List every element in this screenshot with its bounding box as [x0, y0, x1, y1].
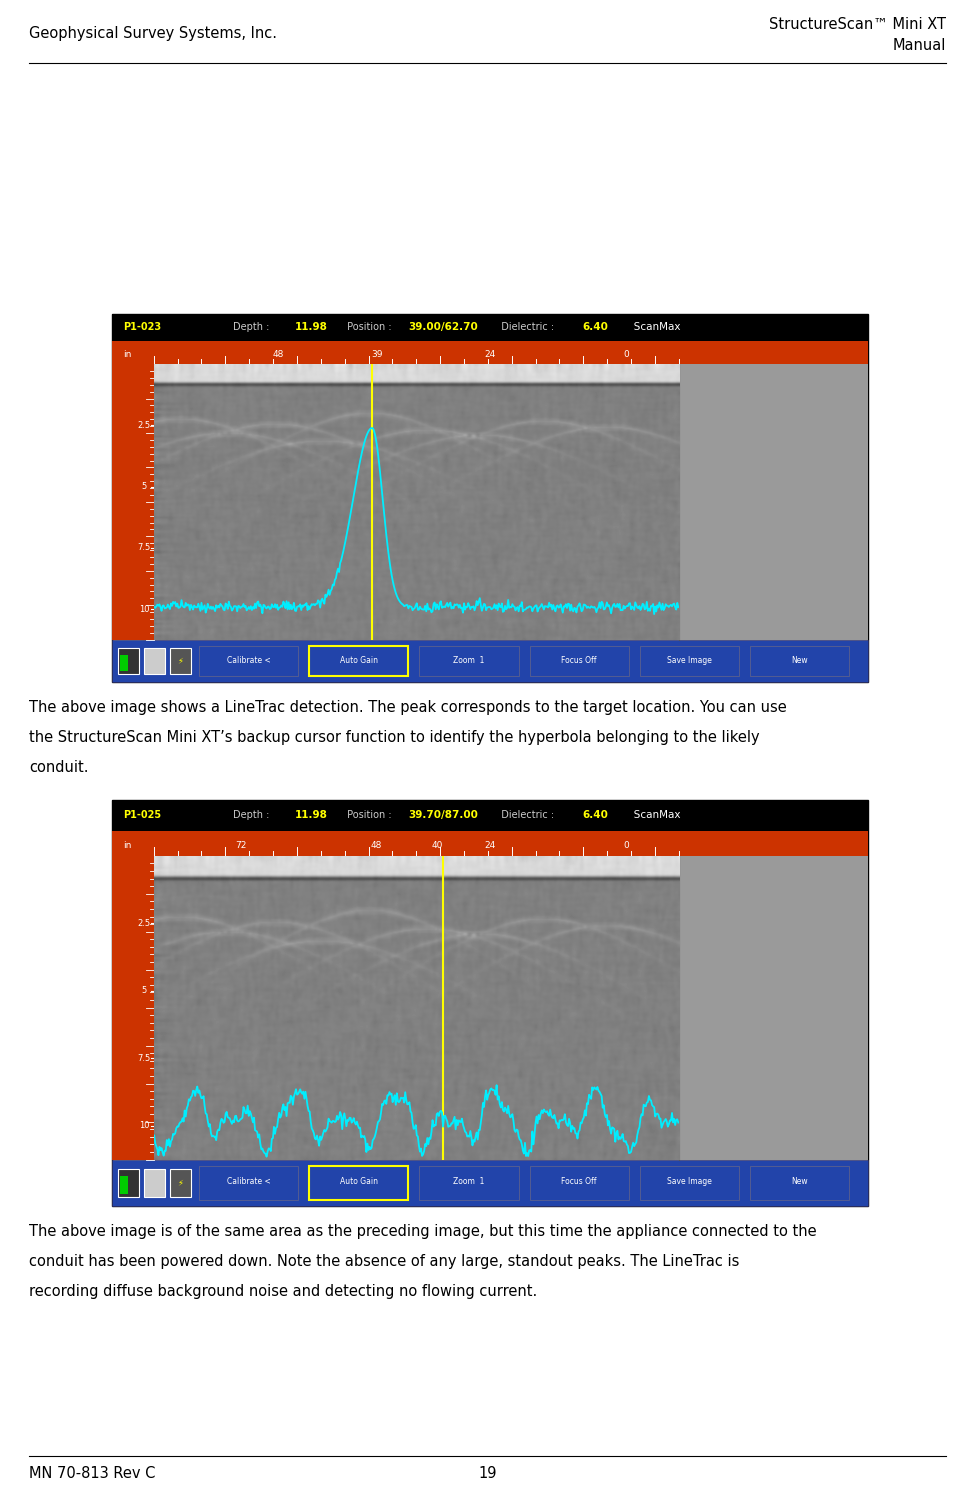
Text: 72: 72: [235, 841, 247, 850]
Text: the StructureScan Mini XT’s backup cursor function to identify the hyperbola bel: the StructureScan Mini XT’s backup curso…: [29, 731, 760, 744]
Text: 10: 10: [138, 605, 149, 614]
Text: Save Image: Save Image: [667, 656, 712, 665]
Bar: [112, 800, 868, 830]
Text: conduit.: conduit.: [29, 761, 89, 775]
Text: 11.98: 11.98: [295, 811, 328, 820]
Text: 7.5: 7.5: [137, 1054, 150, 1063]
Text: 0: 0: [623, 350, 629, 359]
Bar: [112, 800, 868, 1206]
Bar: [118, 1169, 139, 1197]
Bar: [112, 1160, 868, 1206]
Text: Geophysical Survey Systems, Inc.: Geophysical Survey Systems, Inc.: [29, 26, 277, 41]
Bar: [750, 1166, 849, 1200]
Text: Dielectric :: Dielectric :: [495, 811, 558, 820]
Text: in: in: [124, 841, 132, 850]
Text: Focus Off: Focus Off: [562, 1178, 597, 1187]
Text: Focus Off: Focus Off: [562, 656, 597, 665]
Bar: [419, 1166, 519, 1200]
Text: Depth :: Depth :: [233, 322, 273, 332]
Text: 40: 40: [431, 841, 443, 850]
Bar: [640, 1166, 739, 1200]
Text: Calibrate <: Calibrate <: [227, 656, 270, 665]
Bar: [144, 1169, 165, 1197]
Text: 39.70/87.00: 39.70/87.00: [409, 811, 478, 820]
Text: Auto Gain: Auto Gain: [340, 1178, 377, 1187]
Text: 7.5: 7.5: [137, 543, 150, 552]
Bar: [112, 364, 154, 639]
Text: P1-025: P1-025: [124, 811, 162, 820]
Text: 6.40: 6.40: [582, 811, 608, 820]
Text: Zoom  1: Zoom 1: [453, 656, 485, 665]
Text: 5: 5: [141, 987, 146, 996]
Text: in: in: [124, 350, 132, 359]
Text: 60 Hz - 601: 60 Hz - 601: [158, 1139, 228, 1148]
Text: conduit has been powered down. Note the absence of any large, standout peaks. Th: conduit has been powered down. Note the …: [29, 1254, 740, 1269]
Bar: [309, 645, 409, 677]
Text: 48: 48: [370, 841, 382, 850]
Bar: [529, 645, 629, 677]
Bar: [112, 341, 868, 364]
Bar: [144, 648, 165, 674]
Bar: [640, 645, 739, 677]
Text: 24: 24: [485, 841, 495, 850]
Text: StructureScan™ Mini XT: StructureScan™ Mini XT: [768, 17, 946, 32]
Text: 19: 19: [479, 1466, 496, 1481]
Bar: [112, 639, 868, 683]
Text: 60 Hz ~ 987: 60 Hz ~ 987: [158, 620, 233, 630]
Text: 10: 10: [138, 1122, 149, 1131]
Text: 0: 0: [623, 841, 629, 850]
Text: ScanMax: ScanMax: [624, 811, 681, 820]
Text: The above image is of the same area as the preceding image, but this time the ap: The above image is of the same area as t…: [29, 1224, 817, 1239]
Bar: [679, 856, 868, 1160]
Bar: [309, 1166, 409, 1200]
Text: recording diffuse background noise and detecting no flowing current.: recording diffuse background noise and d…: [29, 1284, 537, 1299]
Text: Save Image: Save Image: [667, 1178, 712, 1187]
Bar: [121, 1176, 128, 1194]
Text: 39: 39: [370, 350, 382, 359]
Text: ⚡: ⚡: [177, 1178, 183, 1187]
Text: 39.00/62.70: 39.00/62.70: [409, 322, 478, 332]
Text: Position :: Position :: [344, 811, 395, 820]
Bar: [112, 314, 868, 683]
Text: The above image shows a LineTrac detection. The peak corresponds to the target l: The above image shows a LineTrac detecti…: [29, 701, 787, 714]
Bar: [121, 654, 128, 671]
Text: Manual: Manual: [892, 38, 946, 53]
Text: Depth :: Depth :: [233, 811, 273, 820]
Bar: [170, 1169, 191, 1197]
Bar: [112, 856, 154, 1160]
Text: 48: 48: [273, 350, 284, 359]
Bar: [154, 856, 679, 866]
Text: Zoom  1: Zoom 1: [453, 1178, 485, 1187]
Bar: [679, 364, 868, 639]
Text: 6.40: 6.40: [582, 322, 608, 332]
Bar: [170, 648, 191, 674]
Text: 11.98: 11.98: [295, 322, 328, 332]
Text: ⚡: ⚡: [177, 656, 183, 665]
Bar: [112, 830, 868, 856]
Text: ScanMax: ScanMax: [624, 322, 681, 332]
Text: Dielectric :: Dielectric :: [495, 322, 558, 332]
Bar: [199, 1166, 298, 1200]
Text: Position :: Position :: [344, 322, 395, 332]
Text: 5: 5: [141, 483, 146, 492]
Text: 2.5: 2.5: [137, 919, 150, 928]
Bar: [750, 645, 849, 677]
Text: MN 70-813 Rev C: MN 70-813 Rev C: [29, 1466, 156, 1481]
Text: Auto Gain: Auto Gain: [340, 656, 377, 665]
Bar: [529, 1166, 629, 1200]
Text: Calibrate <: Calibrate <: [227, 1178, 270, 1187]
Text: New: New: [792, 656, 808, 665]
Bar: [112, 314, 868, 341]
Bar: [419, 645, 519, 677]
Bar: [199, 645, 298, 677]
Text: 2.5: 2.5: [137, 421, 150, 430]
Bar: [154, 364, 679, 373]
Text: 24: 24: [485, 350, 495, 359]
Text: New: New: [792, 1178, 808, 1187]
Bar: [118, 648, 139, 674]
Text: P1-023: P1-023: [124, 322, 162, 332]
